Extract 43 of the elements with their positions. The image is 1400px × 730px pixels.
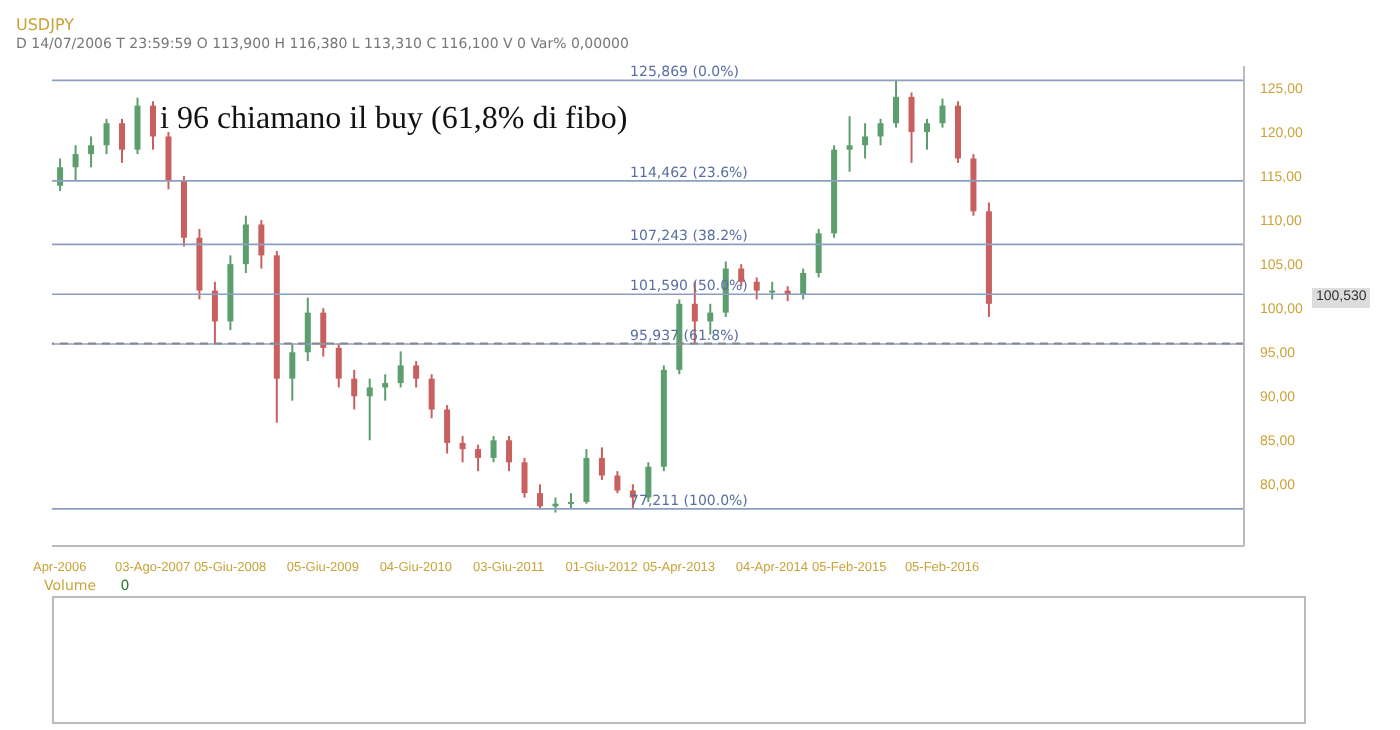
candlestick [753, 276, 760, 301]
candlestick [57, 157, 64, 193]
candlestick [846, 115, 853, 173]
candlestick [72, 144, 79, 182]
candlestick [289, 342, 296, 402]
candlestick [490, 434, 497, 464]
candlestick [893, 79, 900, 129]
candlestick [877, 117, 884, 147]
candlestick [335, 342, 342, 389]
candlestick [351, 368, 358, 411]
candlestick [304, 296, 311, 363]
candlestick [320, 307, 327, 358]
candlestick [119, 117, 126, 164]
chart-title: USDJPY [16, 16, 76, 36]
candlestick [815, 227, 822, 279]
candlestick [242, 214, 249, 274]
candlestick [382, 373, 389, 402]
candlestick [366, 377, 373, 442]
candlestick [413, 360, 420, 389]
candlestick [258, 219, 265, 270]
candlestick [103, 117, 110, 156]
candlestick [165, 131, 172, 191]
candlestick [444, 404, 451, 455]
candlestick [862, 122, 869, 160]
candlestick [149, 100, 156, 151]
candlestick [428, 373, 435, 420]
candlestick [536, 483, 543, 511]
candlestick [459, 434, 466, 464]
candlestick [521, 456, 528, 499]
candlestick [397, 350, 404, 389]
candlestick [475, 443, 482, 473]
annotation: i 96 chiamano il buy (61,8% di fibo) [160, 102, 628, 138]
candlestick [583, 448, 590, 505]
candlestick [88, 135, 95, 169]
candlestick [598, 446, 605, 481]
candlestick [800, 267, 807, 301]
candlestick [506, 434, 513, 473]
candlestick [614, 470, 621, 495]
candlestick [908, 91, 915, 164]
candlestick [134, 96, 141, 156]
candlestick [211, 280, 218, 345]
candlestick [939, 97, 946, 129]
candlestick [924, 117, 931, 151]
